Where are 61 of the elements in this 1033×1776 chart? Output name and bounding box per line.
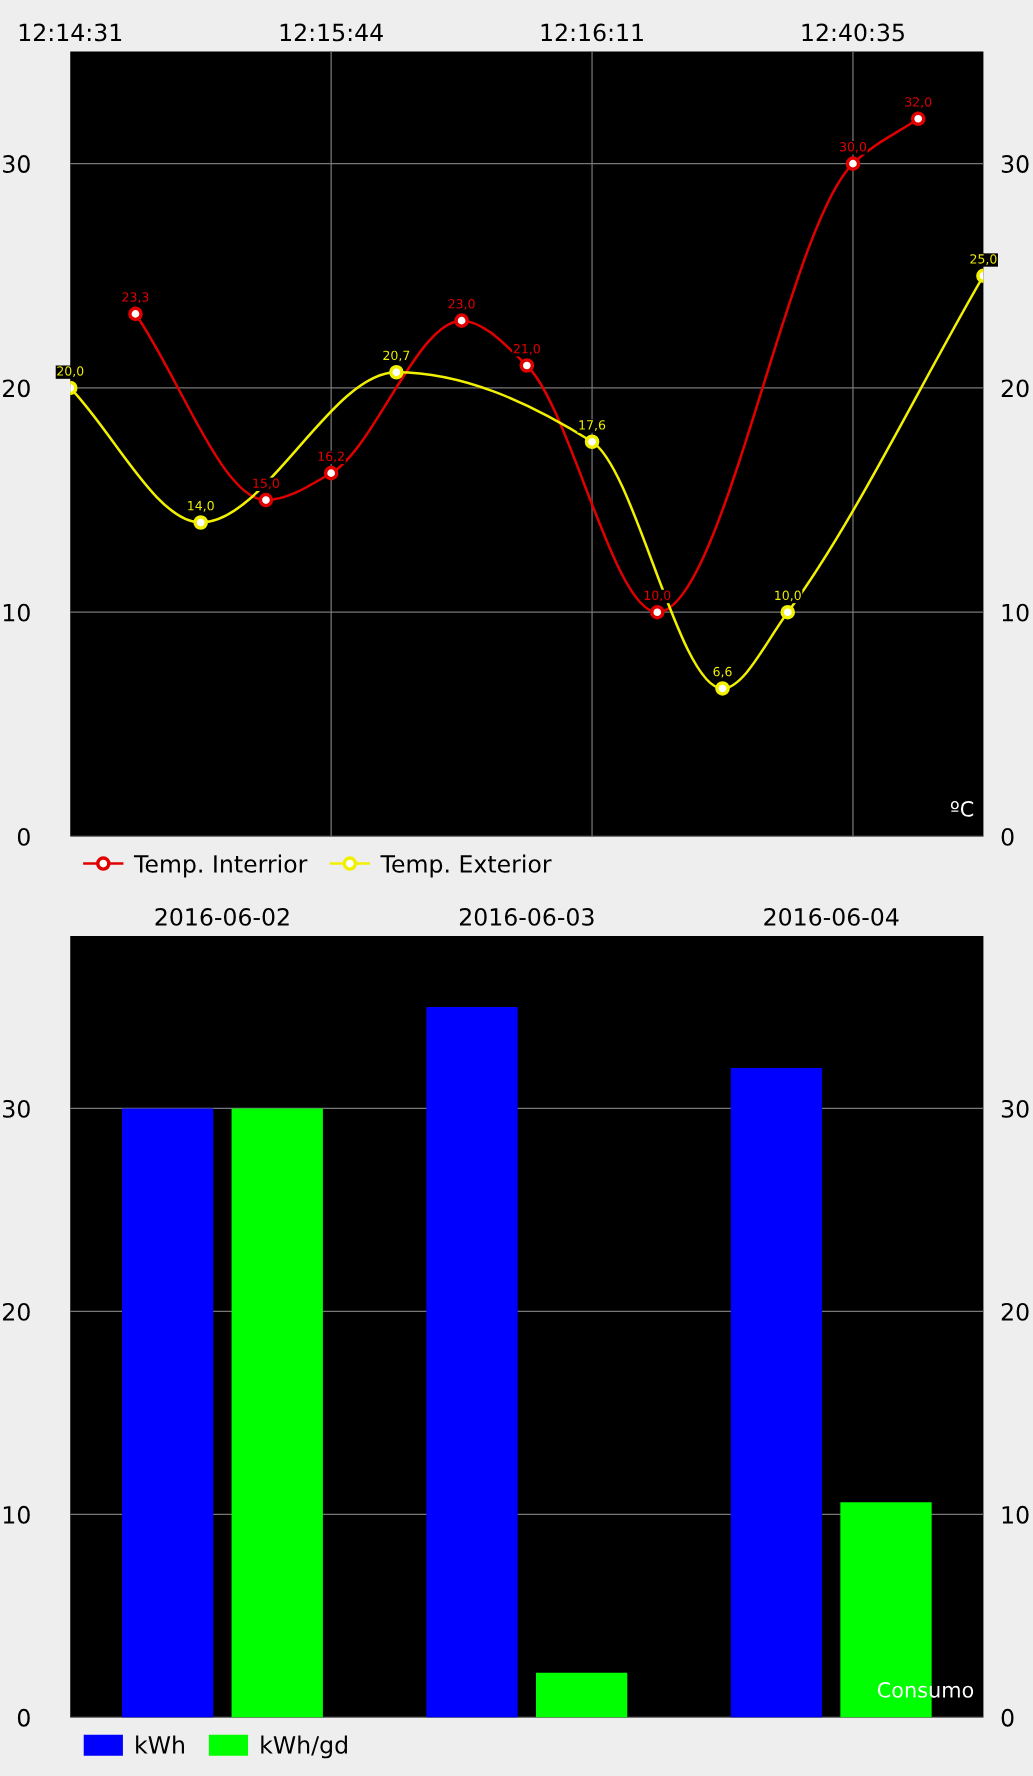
data-label: 25,0 [970,254,997,265]
y2-tick-label: 30 [1001,155,1029,173]
point [845,156,861,171]
point [780,604,796,620]
data-label: 15,0 [253,478,280,490]
bar [426,1006,518,1718]
point [910,111,926,127]
y2-tick-label: 0 [1001,1708,1014,1727]
y-tick-label: 20 [3,379,30,398]
y-tick-label: 0 [17,1708,30,1727]
data-label: 17,6 [579,420,606,431]
data-label: 23,0 [448,299,475,310]
x-tick-label: 2016-06-03 [459,907,594,926]
y2-tick-label: 20 [1001,1302,1029,1321]
point [323,465,339,481]
legend-label: kWh/gd [261,1735,347,1759]
point [193,515,208,530]
data-label: 10,0 [644,590,671,602]
y-tick-label: 10 [3,1505,30,1524]
data-label: 21,0 [513,343,540,355]
bar [231,1108,323,1718]
point [128,306,143,322]
bar [121,1108,214,1718]
x-tick-label: 2016-06-02 [155,907,289,926]
data-label: 20,0 [57,366,84,378]
y-tick-label: 30 [3,155,30,173]
y-tick-label: 10 [3,603,30,622]
point [715,681,730,696]
bar [730,1067,823,1718]
legend-label: Temp. Interrior [133,854,308,878]
data-label: 20,7 [383,350,410,362]
data-label: 14,0 [188,500,214,512]
data-label: 32,0 [905,97,932,108]
point [649,604,665,620]
data-label: 30,0 [840,142,867,153]
legend-label: kWh [136,1735,184,1754]
bar [535,1672,628,1718]
data-label: 23,3 [122,292,149,304]
y-tick-label: 30 [3,1099,30,1118]
point [584,434,600,450]
point [389,364,404,380]
y2-tick-label: 10 [1002,603,1029,622]
y2-tick-label: 10 [1002,1505,1029,1524]
data-label: 16,2 [318,451,344,463]
y2-tick-label: 0 [1001,827,1014,846]
x-tick-label: 12:14:31 [19,23,122,42]
data-label: 6,6 [713,666,732,678]
point [519,358,535,373]
y2-tick-label: 30 [1001,1099,1029,1118]
legend-label: Temp. Exterior [380,854,552,878]
annotation: ºC [950,801,974,817]
point [454,313,469,328]
x-tick-label: 12:15:44 [280,23,383,42]
point [258,492,274,508]
x-tick-label: 12:16:11 [541,23,643,42]
y-tick-label: 0 [17,827,30,846]
y-tick-label: 20 [3,1302,30,1321]
y2-tick-label: 20 [1001,379,1029,398]
data-label: 10,0 [775,590,801,602]
x-tick-label: 12:40:35 [802,23,904,42]
x-tick-label: 2016-06-04 [764,907,899,926]
